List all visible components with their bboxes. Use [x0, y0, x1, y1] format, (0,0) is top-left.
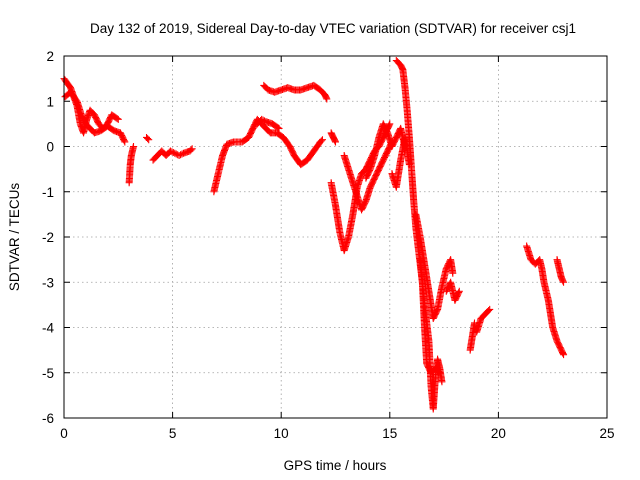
x-tick-label: 20 — [491, 426, 506, 441]
x-tick-label: 10 — [274, 426, 289, 441]
y-tick-label: -4 — [42, 321, 54, 336]
data-point — [332, 138, 339, 146]
data-point — [166, 147, 174, 155]
data-point — [113, 115, 121, 123]
data-point — [121, 138, 129, 146]
x-tick-label: 5 — [169, 426, 177, 441]
data-point — [274, 124, 282, 132]
data-point — [187, 146, 195, 154]
y-tick-label: 1 — [46, 94, 54, 109]
data-point — [323, 95, 331, 103]
data-point — [455, 287, 463, 295]
tick-labels: 0 5 10 15 20 25 -6 -5 -4 -3 -2 -1 0 1 2 — [42, 49, 615, 441]
data-point — [455, 289, 463, 297]
y-tick-label: -1 — [42, 185, 54, 200]
data-point — [171, 149, 179, 157]
data-point — [259, 116, 267, 124]
data-point — [188, 145, 196, 153]
y-tick-label: -3 — [42, 275, 54, 290]
data-point — [275, 124, 283, 132]
data-point — [486, 305, 494, 313]
data-point — [177, 151, 185, 159]
data-point — [438, 378, 446, 386]
y-tick-label: 2 — [46, 49, 54, 64]
chart-title: Day 132 of 2019, Sidereal Day-to-day VTE… — [90, 21, 576, 36]
y-tick-label: -5 — [42, 366, 54, 381]
data-point — [168, 148, 176, 156]
data-point — [169, 149, 177, 157]
data-point — [120, 137, 128, 145]
data-point — [560, 278, 568, 286]
x-tick-label: 15 — [382, 426, 397, 441]
y-tick-label: -6 — [42, 411, 54, 426]
data-point — [485, 307, 493, 315]
data-point — [145, 136, 153, 144]
data-point — [449, 269, 457, 277]
data-point — [560, 351, 568, 359]
data-point — [386, 120, 394, 128]
data-point — [144, 135, 152, 143]
grid-lines — [64, 56, 607, 418]
y-tick-label: -2 — [42, 230, 54, 245]
x-tick-label: 0 — [60, 426, 68, 441]
data-point — [130, 143, 138, 150]
data-point — [114, 115, 122, 123]
data-points — [60, 57, 568, 413]
data-point — [318, 136, 326, 144]
plot-frame — [63, 55, 608, 419]
data-point — [317, 137, 325, 145]
y-axis-label: SDTVAR / TECUs — [7, 183, 22, 292]
data-point — [258, 115, 266, 123]
x-tick-label: 25 — [599, 426, 614, 441]
x-axis-label: GPS time / hours — [284, 458, 387, 473]
data-point — [175, 152, 183, 160]
y-tick-label: 0 — [46, 140, 54, 155]
